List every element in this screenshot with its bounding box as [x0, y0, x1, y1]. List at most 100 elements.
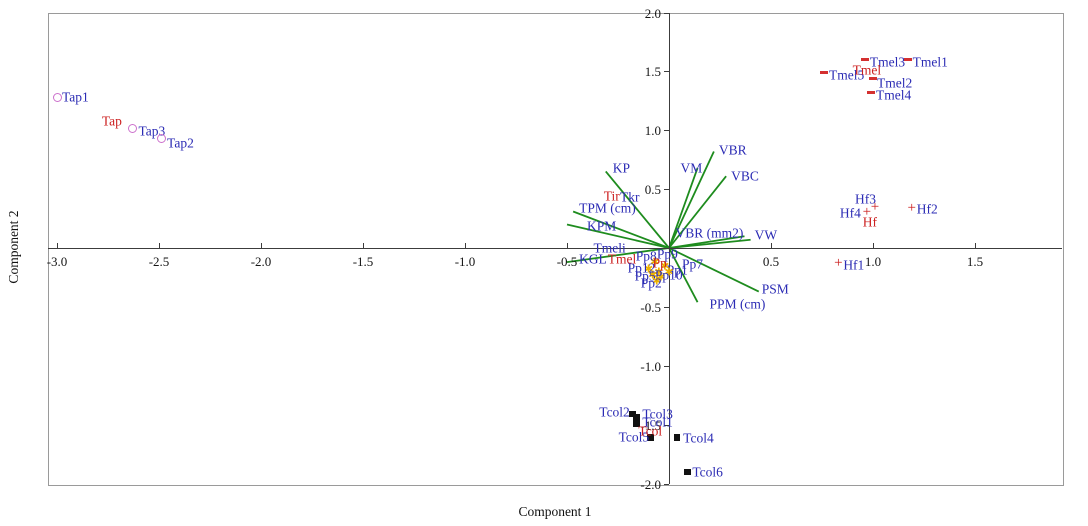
- y-tick-label: 0.5: [644, 182, 661, 198]
- group-centroid-label: Tcol: [638, 422, 663, 438]
- group-centroid-label: Tmel: [607, 250, 637, 266]
- pp-point-marker: ✱: [650, 255, 660, 269]
- hf-point-marker: +: [862, 203, 872, 220]
- x-tick-label: -2.5: [148, 254, 170, 269]
- point-label: Hf3: [855, 191, 877, 207]
- point-label: Tcol4: [683, 429, 714, 445]
- y-tick-mark: [664, 365, 669, 367]
- tmel-point-marker: [903, 58, 912, 61]
- x-tick-label: -0.5: [556, 254, 578, 269]
- pp-point-marker: ✱: [648, 268, 658, 282]
- x-axis-title: Component 1: [518, 504, 592, 519]
- tcol-point-marker: [647, 434, 654, 441]
- y-tick-mark: [664, 12, 669, 14]
- pp-point-marker: ✱: [656, 270, 666, 284]
- tmel-point-marker: [820, 71, 829, 74]
- point-label: Tmel3: [869, 53, 906, 69]
- x-tick-label: -2.0: [250, 254, 272, 269]
- x-tick-mark: [975, 243, 976, 248]
- y-tick-mark: [664, 130, 669, 132]
- x-tick-mark: [363, 243, 364, 248]
- point-label: Tap3: [138, 123, 166, 139]
- point-label: Hf2: [916, 201, 938, 217]
- tcol-point-marker: [673, 434, 681, 441]
- tap-point-marker: [53, 93, 62, 103]
- tcol-point-marker: [633, 414, 640, 421]
- tap-point-marker: [128, 123, 138, 133]
- point-label: Pp8: [635, 248, 657, 264]
- point-label: Pp9: [656, 245, 678, 261]
- x-tick-label: 0.5: [762, 254, 780, 269]
- tcol-point-marker: [629, 410, 636, 418]
- y-tick-label: -0.5: [640, 299, 661, 315]
- point-label: Tap1: [62, 89, 89, 105]
- y-tick-label: -1.0: [640, 358, 661, 374]
- hf-point-marker: +: [907, 200, 916, 217]
- vector-label: TPM (cm): [579, 200, 636, 216]
- plot-frame: [48, 13, 1064, 486]
- tmel-point-marker: [869, 77, 877, 80]
- vector-label: KP: [612, 160, 631, 176]
- y-tick-mark: [664, 424, 669, 426]
- point-label: Tmel4: [875, 86, 912, 102]
- pp-point-marker: ✱: [652, 274, 662, 288]
- vector-label: PSM: [761, 280, 789, 296]
- vector-label: KGL: [579, 251, 607, 267]
- y-tick-label: -1.5: [640, 417, 661, 433]
- vector-label: KPM: [587, 218, 617, 234]
- hf-point-marker: +: [870, 199, 880, 216]
- pp-point-marker: ✱: [660, 259, 670, 273]
- tmel-point-marker: [860, 58, 869, 61]
- pp-point-marker: ✱: [664, 265, 674, 279]
- point-label: Pp10: [654, 267, 683, 283]
- point-label: Hf1: [843, 257, 865, 273]
- y-axis-title: Component 2: [6, 210, 21, 284]
- hf-point-marker: +: [834, 255, 843, 272]
- group-centroid-label: Hf: [862, 214, 878, 230]
- group-centroid-label: Tir: [603, 188, 620, 204]
- y-tick-label: 1.5: [644, 64, 661, 80]
- x-axis-line: [48, 248, 1062, 249]
- group-centroid-label: Tmeli: [593, 240, 626, 256]
- tcol-point-marker: [684, 468, 691, 476]
- x-tick-label: -1.0: [454, 254, 476, 269]
- y-tick-mark: [664, 306, 669, 308]
- point-label: Pp1: [666, 261, 688, 277]
- pp-point-marker: ✱: [643, 262, 654, 276]
- vector-label: VW: [754, 227, 778, 242]
- point-label: Tcol6: [692, 463, 723, 479]
- group-centroid-label: Tmel: [852, 62, 882, 78]
- point-label: Tmel2: [877, 75, 913, 91]
- x-tick-mark: [159, 243, 160, 248]
- point-label: Tcol5: [618, 428, 650, 444]
- pp-point-marker: ✱: [654, 265, 664, 279]
- point-label: Pp12: [627, 260, 656, 276]
- point-label: Hf4: [839, 204, 861, 220]
- vector-label: VBC: [731, 168, 759, 184]
- point-label: Tmel1: [912, 53, 948, 69]
- vector-label: VBR (mm2): [675, 225, 744, 241]
- y-tick-mark: [664, 71, 669, 73]
- x-tick-mark: [57, 243, 58, 248]
- x-tick-mark: [261, 243, 262, 248]
- point-label: Tcol1: [642, 414, 673, 430]
- vector-label: VM: [680, 160, 703, 176]
- point-label: Tcol3: [642, 405, 673, 421]
- point-label: Pp2: [640, 275, 662, 291]
- x-tick-label: -1.5: [352, 254, 374, 269]
- tcol-point-marker: [633, 420, 640, 427]
- y-tick-mark: [664, 483, 669, 485]
- x-tick-label: -3.0: [46, 254, 68, 269]
- group-centroid-label: Tkr: [620, 189, 640, 205]
- y-tick-label: 1.0: [644, 123, 661, 139]
- vector-label: VBR: [718, 142, 747, 158]
- group-centroid-label: Pp: [652, 255, 667, 271]
- y-tick-mark: [664, 189, 669, 191]
- point-label: Tap2: [167, 135, 194, 151]
- y-tick-label: 2.0: [644, 5, 661, 21]
- point-label: Pp5: [634, 268, 656, 284]
- point-label: Pp7: [682, 255, 704, 271]
- x-tick-mark: [771, 243, 772, 248]
- y-tick-label: -2.0: [640, 476, 661, 492]
